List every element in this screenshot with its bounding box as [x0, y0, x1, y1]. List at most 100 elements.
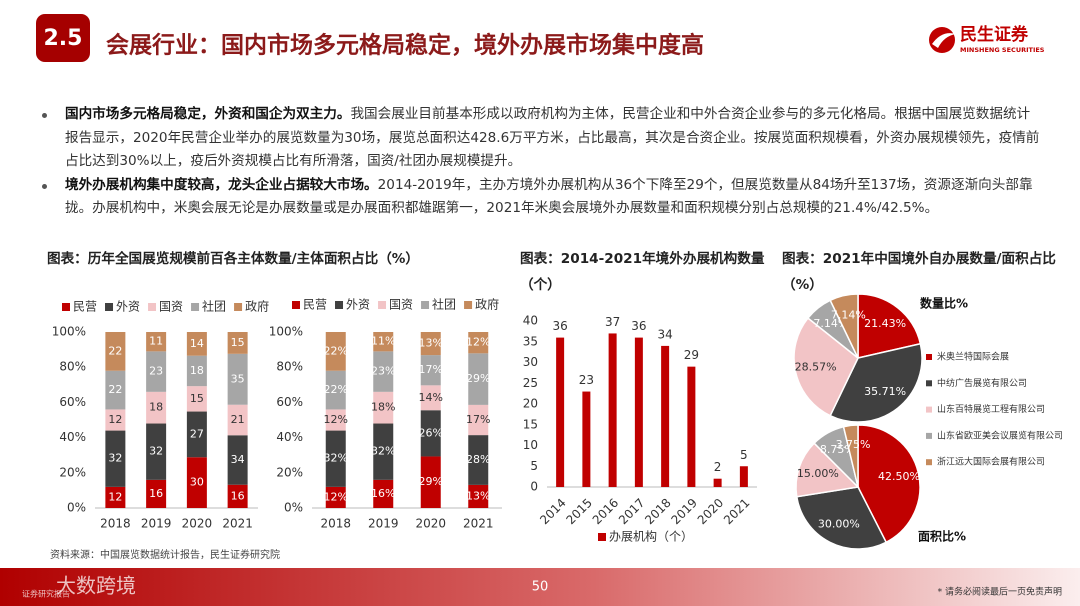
bar-segment [227, 353, 248, 405]
legend-label: 政府 [475, 297, 499, 312]
x-tick-label: 2018 [320, 517, 351, 531]
x-tick-label: 2016 [590, 496, 621, 527]
bar [582, 391, 591, 487]
bar-segment [468, 353, 489, 405]
bar-segment [146, 479, 167, 508]
page-number: 50 [532, 580, 549, 595]
bar-segment [325, 409, 346, 431]
logo-name: 民生证券 [960, 24, 1029, 45]
x-tick-label: 2017 [616, 496, 647, 527]
value-label: 12% [466, 336, 490, 349]
x-tick-label: 2019 [141, 517, 172, 531]
bar-segment [373, 423, 394, 480]
watermark-sub: 证券研究报告 [22, 589, 70, 599]
x-tick-label: 2021 [721, 496, 752, 527]
y-tick-label: 15 [523, 417, 538, 431]
pie-slice [829, 293, 859, 359]
bullet-text: 2014-2019年，主办方境外办展机构从36个下降至29个，但展览数量从84场… [65, 176, 1033, 217]
bar-segment [227, 484, 248, 508]
disclaimer: * 请务必阅读最后一页免责声明 [938, 586, 1062, 598]
pie-slice [857, 424, 921, 544]
value-label: 7.14% [831, 309, 866, 322]
legend-label: 社团 [202, 299, 226, 314]
value-label: 30 [190, 476, 204, 489]
bar-segment [325, 332, 346, 371]
x-tick-label: 2014 [537, 496, 568, 527]
bar [661, 345, 670, 487]
value-label: 16 [231, 489, 245, 502]
footer-bar [0, 568, 1080, 606]
legend-swatch [105, 303, 114, 311]
value-label: 34 [231, 453, 245, 466]
value-label: 22 [108, 383, 122, 396]
value-label: 32 [149, 445, 163, 458]
y-tick-label: 80% [276, 360, 303, 374]
bar-segment [325, 486, 346, 508]
value-label: 29% [419, 475, 443, 488]
value-label: 32% [324, 452, 348, 465]
bar-segment [146, 332, 167, 352]
legend-label: 政府 [245, 299, 269, 314]
value-label: 3.75% [836, 438, 871, 451]
bar-segment [105, 332, 126, 371]
legend-label: 米奥兰特国际会展 [937, 351, 1009, 363]
bar-segment [373, 332, 394, 352]
value-label: 22% [324, 344, 348, 357]
value-label: 35 [231, 372, 245, 385]
legend-label: 民营 [73, 300, 97, 314]
y-tick-label: 10 [523, 438, 538, 452]
bullet-lead: 境外办展机构集中度较高，龙头企业占据较大市场。 [65, 176, 378, 193]
value-label: 32% [371, 445, 395, 458]
bar-segment [468, 332, 489, 354]
legend-swatch [598, 533, 606, 541]
bar-segment [105, 409, 126, 431]
y-tick-label: 100% [52, 325, 86, 339]
logo-sub: MINSHENG SECURITIES [960, 46, 1045, 54]
value-label: 34 [657, 327, 672, 341]
value-label: 18 [190, 364, 204, 377]
x-tick-label: 2018 [100, 517, 131, 531]
bar-segment [186, 355, 207, 387]
value-label: 16 [149, 487, 163, 500]
value-label: 27 [190, 427, 204, 440]
value-label: 21 [231, 413, 245, 426]
legend-label: 浙江远大国际会展有限公司 [937, 456, 1045, 468]
legend-swatch [421, 301, 430, 309]
value-label: 12 [108, 490, 122, 503]
bar-segment [373, 391, 394, 424]
bar [608, 333, 617, 487]
value-label: 16% [371, 487, 395, 500]
value-label: 32 [108, 452, 122, 465]
value-label: 8.75% [820, 443, 855, 456]
value-label: 17% [466, 413, 490, 426]
bar-segment [420, 456, 441, 508]
value-label: 13% [466, 489, 490, 502]
chart-title: 图表：历年全国展览规模前百各主体数量/主体面积占比（%） [47, 251, 420, 267]
value-label: 36 [552, 319, 567, 333]
bar-segment [420, 385, 441, 411]
value-label: 28.57% [795, 361, 837, 374]
value-label: 13% [419, 337, 443, 350]
bar-segment [105, 486, 126, 508]
legend-swatch [926, 354, 932, 360]
value-label: 14% [419, 391, 443, 404]
y-tick-label: 100% [269, 325, 303, 339]
y-tick-label: 20 [523, 397, 538, 411]
legend-swatch [926, 459, 932, 466]
chart-title: 图表：2014-2021年境外办展机构数量（个） [520, 251, 765, 293]
value-label: 23 [149, 365, 163, 378]
bar-segment [420, 410, 441, 457]
bar [687, 366, 696, 487]
value-label: 12% [324, 413, 348, 426]
y-tick-label: 40 [523, 314, 538, 328]
legend-swatch [335, 301, 344, 309]
section-badge [36, 14, 90, 62]
bar-segment [227, 404, 248, 436]
legend-swatch [464, 301, 473, 309]
value-label: 35.71% [864, 385, 906, 398]
logo-swoosh [932, 33, 956, 48]
value-label: 36 [631, 319, 646, 333]
bar-segment [325, 430, 346, 487]
value-label: 23 [579, 373, 594, 387]
